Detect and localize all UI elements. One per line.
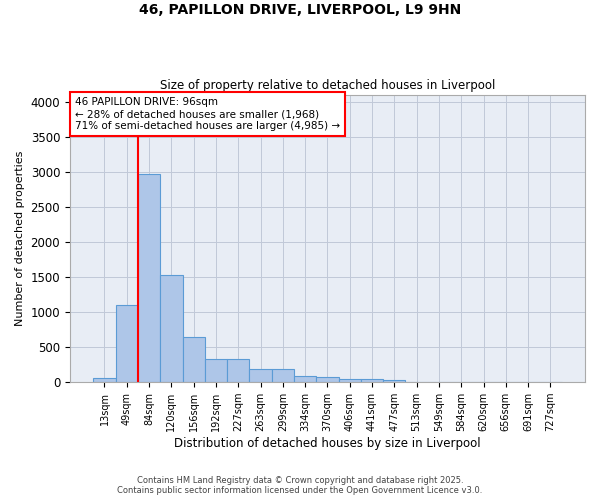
Bar [227, 360, 250, 382]
Bar [338, 379, 361, 382]
X-axis label: Distribution of detached houses by size in Liverpool: Distribution of detached houses by size … [174, 437, 481, 450]
Bar [383, 380, 406, 382]
Bar [160, 275, 182, 382]
Y-axis label: Number of detached properties: Number of detached properties [15, 150, 25, 326]
Title: Size of property relative to detached houses in Liverpool: Size of property relative to detached ho… [160, 79, 495, 92]
Text: 46, PAPILLON DRIVE, LIVERPOOL, L9 9HN: 46, PAPILLON DRIVE, LIVERPOOL, L9 9HN [139, 2, 461, 16]
Bar [294, 376, 316, 382]
Bar [138, 174, 160, 382]
Bar [316, 377, 338, 382]
Bar [205, 360, 227, 382]
Bar [250, 369, 272, 382]
Bar [361, 379, 383, 382]
Bar [116, 305, 138, 382]
Bar [272, 369, 294, 382]
Text: 46 PAPILLON DRIVE: 96sqm
← 28% of detached houses are smaller (1,968)
71% of sem: 46 PAPILLON DRIVE: 96sqm ← 28% of detach… [75, 98, 340, 130]
Text: Contains HM Land Registry data © Crown copyright and database right 2025.
Contai: Contains HM Land Registry data © Crown c… [118, 476, 482, 495]
Bar [182, 336, 205, 382]
Bar [94, 378, 116, 382]
